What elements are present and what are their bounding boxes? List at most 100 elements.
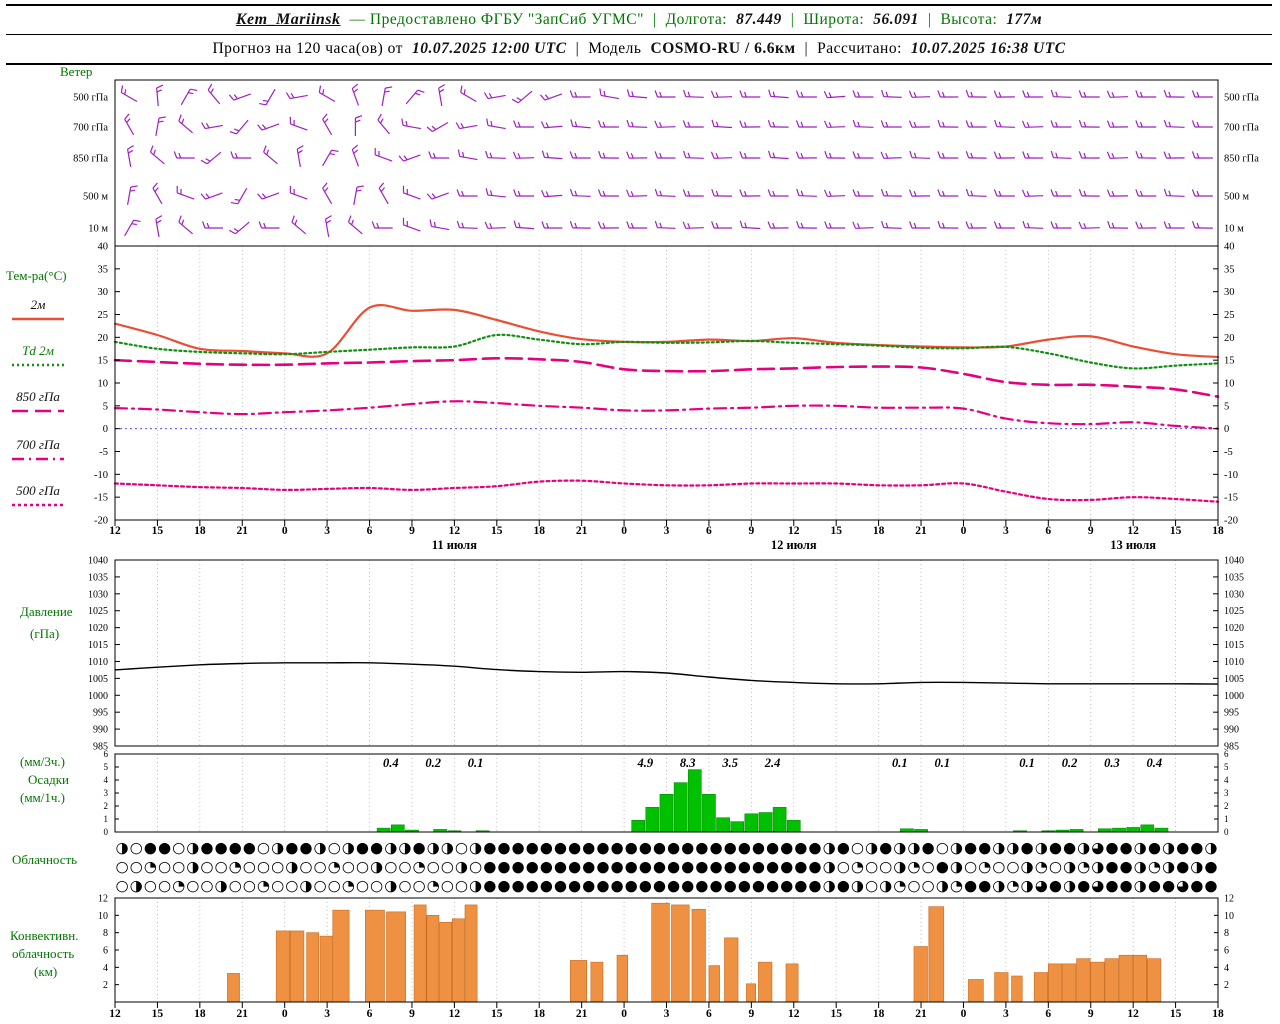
svg-text:◑: ◑ (1077, 839, 1090, 857)
svg-text:11 июля: 11 июля (432, 538, 477, 552)
svg-text:○: ○ (257, 858, 270, 876)
svg-text:●: ● (540, 858, 553, 876)
svg-text:21: 21 (237, 525, 249, 537)
svg-text:●: ● (766, 858, 779, 876)
svg-text:○: ○ (964, 858, 977, 876)
svg-text:●: ● (922, 839, 935, 857)
svg-text:6: 6 (1224, 749, 1229, 759)
svg-text:●: ● (780, 839, 793, 857)
longitude-value: 87.449 (736, 11, 782, 28)
svg-text:○: ○ (441, 858, 454, 876)
svg-text:1005: 1005 (88, 674, 108, 685)
svg-text:10 м: 10 м (1224, 224, 1244, 235)
svg-text:9: 9 (748, 1008, 754, 1020)
calc-time-value: 10.07.2025 16:38 UTC (910, 40, 1066, 57)
svg-text:0.1: 0.1 (468, 756, 484, 770)
svg-text:●: ● (709, 877, 722, 895)
svg-text:●: ● (497, 877, 510, 895)
svg-text:◑: ◑ (907, 839, 920, 857)
svg-text:10 м: 10 м (88, 224, 108, 235)
svg-text:6: 6 (103, 946, 108, 957)
legend-500hpa: 500 гПа (6, 484, 70, 509)
svg-text:●: ● (1049, 839, 1062, 857)
svg-text:500 м: 500 м (1224, 192, 1249, 203)
svg-text:◔: ◔ (427, 877, 440, 895)
svg-text:●: ● (724, 858, 737, 876)
svg-text:2.4: 2.4 (764, 756, 781, 770)
svg-text:●: ● (1105, 858, 1118, 876)
svg-text:2: 2 (103, 980, 108, 991)
svg-text:◑: ◑ (215, 877, 228, 895)
svg-text:10: 10 (98, 379, 109, 390)
svg-text:●: ● (200, 839, 213, 857)
svg-text:●: ● (681, 858, 694, 876)
svg-text:○: ○ (370, 877, 383, 895)
svg-text:12: 12 (788, 525, 800, 537)
svg-text:1030: 1030 (88, 589, 108, 600)
svg-text:1000: 1000 (88, 691, 108, 702)
svg-text:◑: ◑ (186, 839, 199, 857)
svg-text:1025: 1025 (88, 606, 108, 617)
svg-text:●: ● (596, 858, 609, 876)
svg-text:1010: 1010 (1224, 657, 1244, 668)
svg-text:●: ● (653, 858, 666, 876)
svg-text:21: 21 (576, 525, 588, 537)
svg-text:1040: 1040 (1224, 556, 1244, 567)
svg-text:●: ● (709, 839, 722, 857)
svg-text:21: 21 (915, 525, 927, 537)
svg-text:●: ● (144, 839, 157, 857)
svg-text:●: ● (625, 877, 638, 895)
svg-text:◔: ◔ (1035, 858, 1048, 876)
svg-text:◔: ◔ (851, 858, 864, 876)
legend-label-700: 700 гПа (16, 437, 60, 452)
svg-text:◔: ◔ (950, 877, 963, 895)
calc-label: Рассчитано: (817, 40, 902, 57)
svg-text:◑: ◑ (1190, 858, 1203, 876)
svg-text:◑: ◑ (370, 858, 383, 876)
legend-700hpa: 700 гПа (6, 438, 70, 463)
svg-text:●: ● (1077, 877, 1090, 895)
svg-text:◔: ◔ (144, 858, 157, 876)
model-label: Модель (588, 40, 642, 57)
provider-label: — Предоставлено ФГБУ "ЗапСиб УГМС" (349, 11, 644, 28)
svg-text:20: 20 (98, 333, 109, 344)
svg-text:500 гПа: 500 гПа (73, 93, 108, 104)
svg-text:●: ● (667, 858, 680, 876)
svg-text:6: 6 (1224, 946, 1229, 957)
svg-text:○: ○ (865, 858, 878, 876)
svg-text:●: ● (243, 839, 256, 857)
svg-text:6: 6 (367, 1008, 373, 1020)
svg-text:985: 985 (1224, 742, 1239, 753)
cloud-panel-title: Облачность (12, 852, 78, 867)
svg-text:40: 40 (1224, 242, 1235, 253)
svg-text:●: ● (1063, 839, 1076, 857)
svg-text:◑: ◑ (384, 877, 397, 895)
svg-text:●: ● (639, 839, 652, 857)
svg-text:●: ● (229, 839, 242, 857)
longitude-label: Долгота: (665, 11, 728, 28)
svg-text:5: 5 (104, 762, 109, 772)
svg-text:●: ● (1204, 858, 1217, 876)
svg-text:0: 0 (621, 525, 627, 537)
svg-text:9: 9 (1088, 525, 1094, 537)
svg-text:●: ● (483, 839, 496, 857)
svg-text:○: ○ (271, 877, 284, 895)
svg-text:1020: 1020 (1224, 623, 1244, 634)
svg-text:25: 25 (1224, 310, 1235, 321)
separator: | (790, 11, 795, 28)
svg-text:●: ● (370, 839, 383, 857)
svg-text:●: ● (554, 858, 567, 876)
svg-text:○: ○ (257, 839, 270, 857)
svg-text:◕: ◕ (1035, 877, 1048, 895)
altitude-value: 177м (1006, 11, 1043, 28)
svg-text:●: ● (794, 858, 807, 876)
svg-text:850 гПа: 850 гПа (73, 154, 108, 165)
svg-text:○: ○ (130, 839, 143, 857)
legend-temp-2m: 2м (6, 298, 70, 323)
svg-text:◔: ◔ (978, 858, 991, 876)
svg-text:○: ○ (936, 839, 949, 857)
svg-text:10: 10 (1224, 911, 1234, 922)
svg-text:0: 0 (1224, 424, 1229, 435)
svg-text:◑: ◑ (1134, 858, 1147, 876)
legend-label-td2m: Td 2м (22, 343, 54, 358)
